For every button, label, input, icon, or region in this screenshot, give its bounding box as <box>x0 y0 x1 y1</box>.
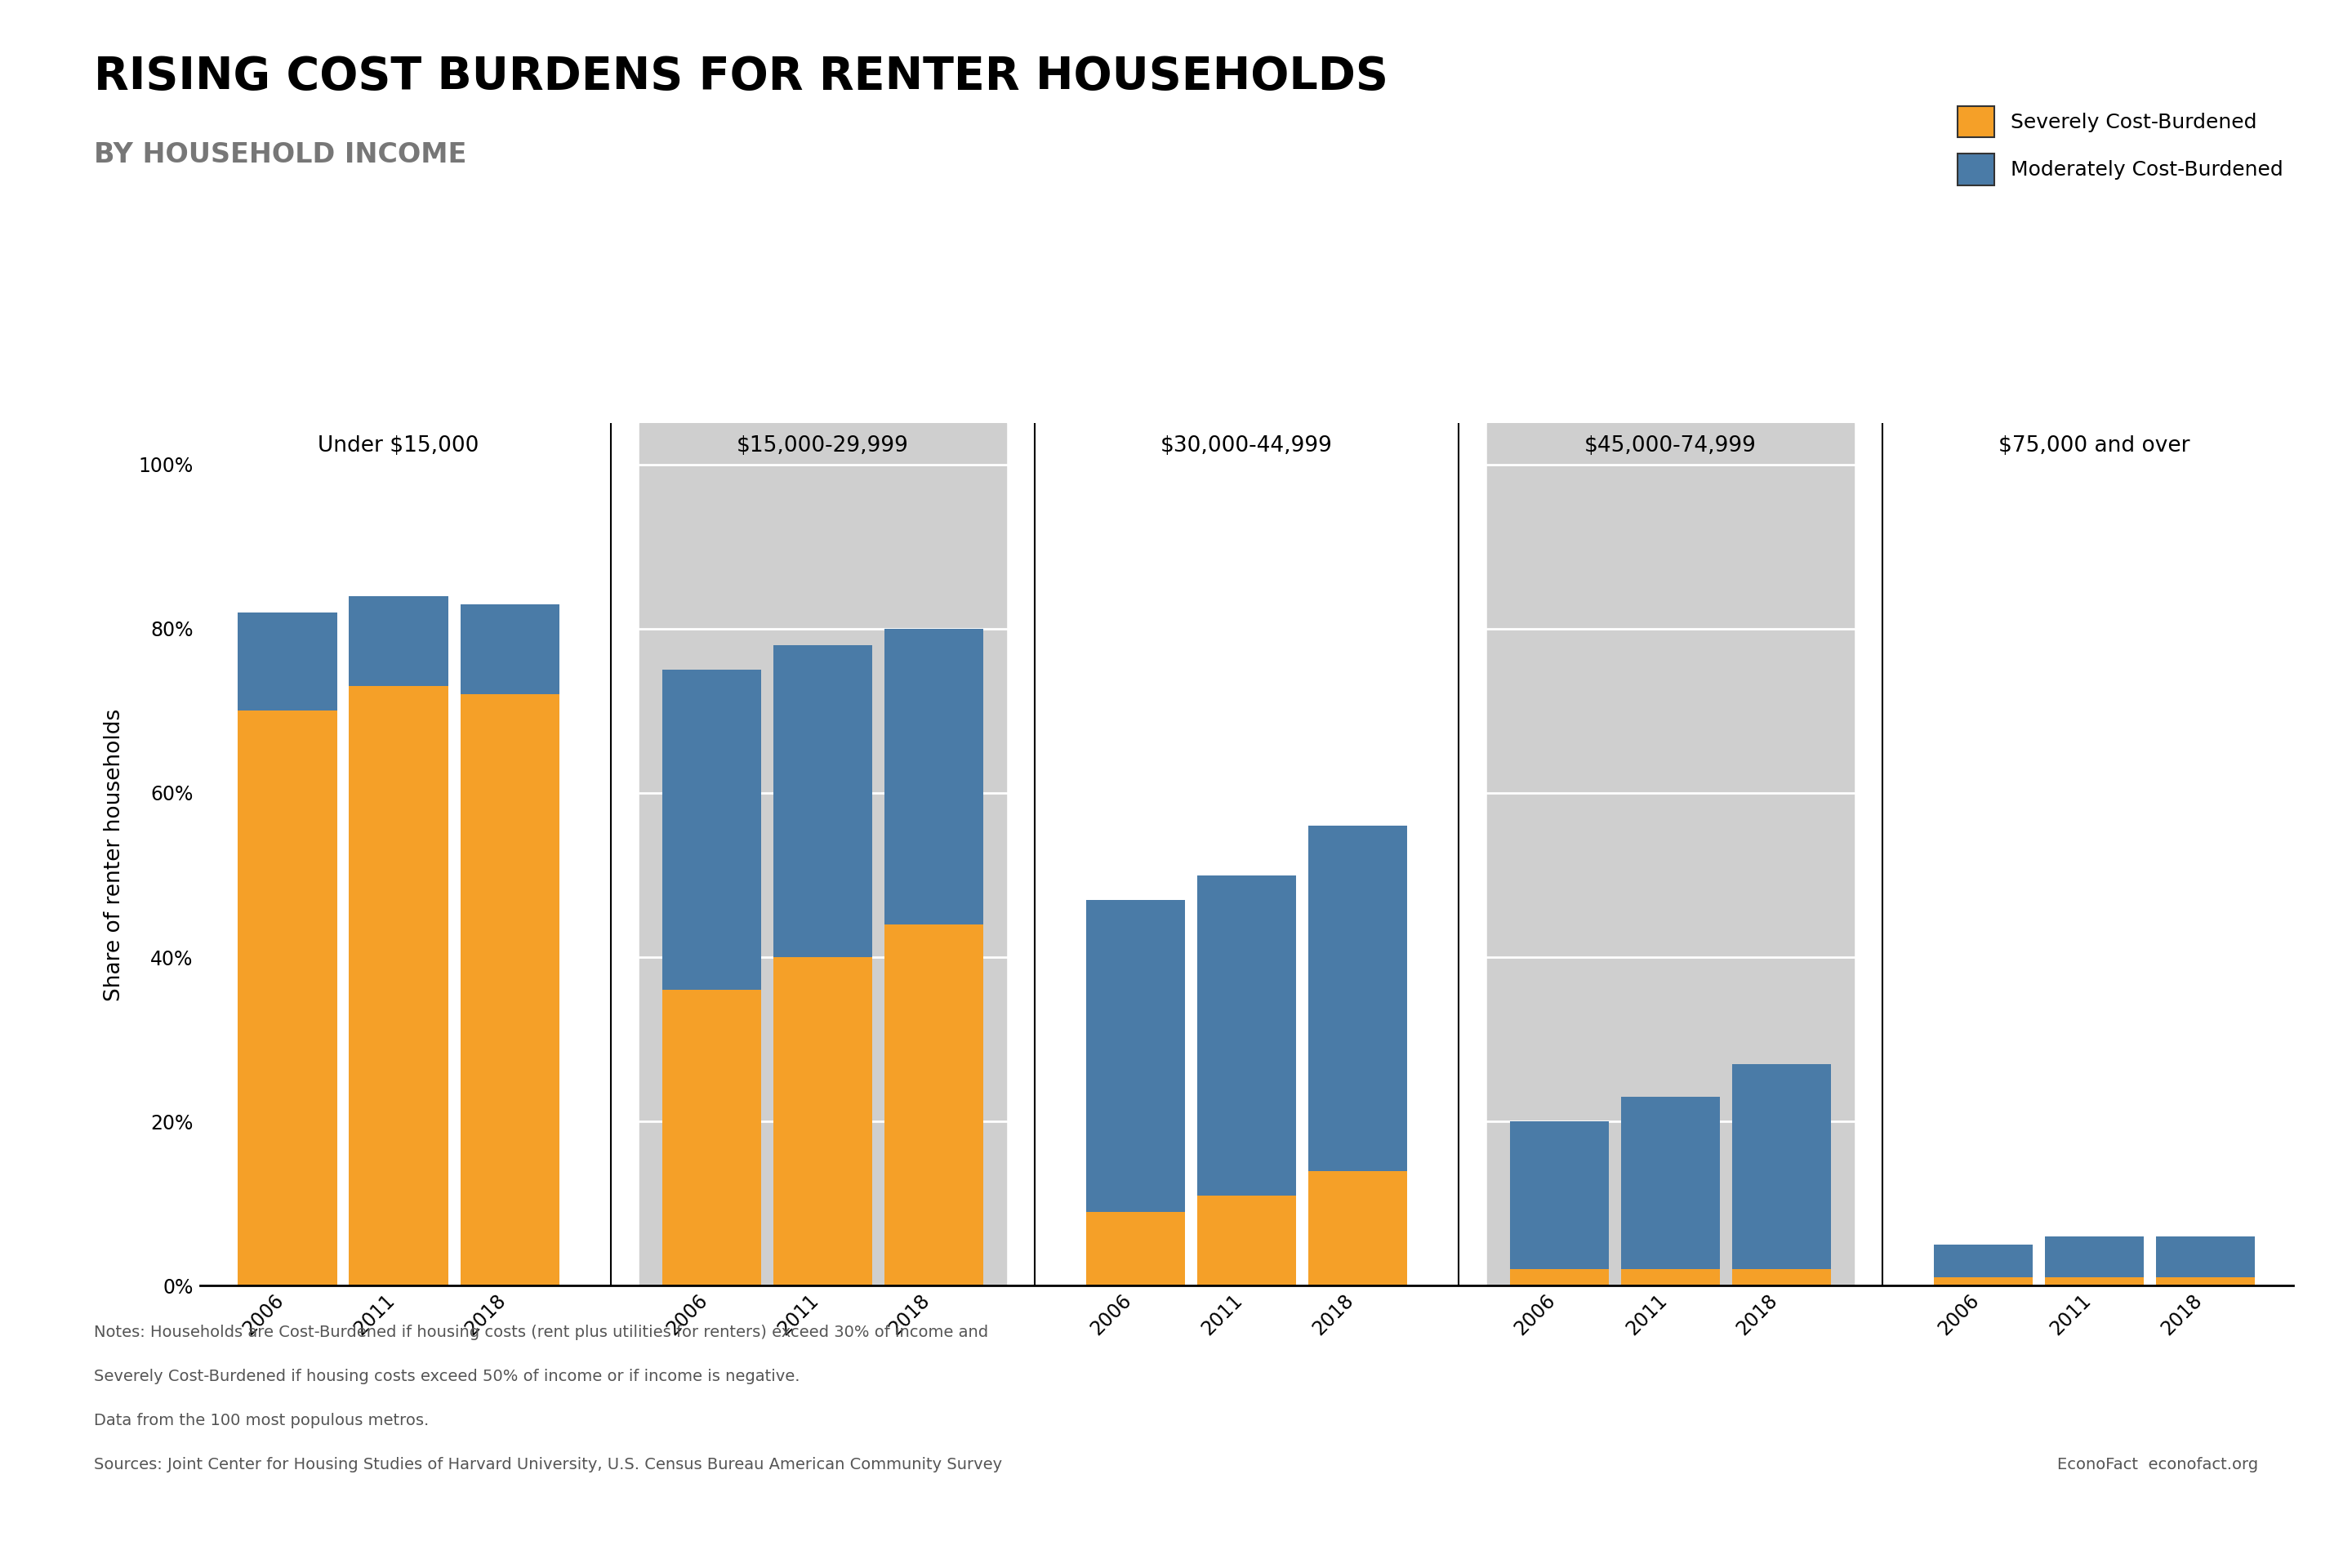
Bar <box>1731 1065 1832 1270</box>
Bar <box>884 925 983 1286</box>
Text: Severely Cost-Burdened if housing costs exceed 50% of income or if income is neg: Severely Cost-Burdened if housing costs … <box>94 1369 800 1385</box>
Bar <box>1933 1245 2032 1278</box>
Bar <box>1308 1171 1406 1286</box>
Y-axis label: Share of renter households: Share of renter households <box>103 709 125 1000</box>
Bar <box>2157 1278 2256 1286</box>
Bar <box>348 596 449 687</box>
Bar <box>2157 1237 2256 1278</box>
Bar <box>1308 826 1406 1171</box>
Text: $30,000-44,999: $30,000-44,999 <box>1160 434 1334 456</box>
Bar <box>2044 1237 2145 1278</box>
Bar <box>1087 900 1185 1212</box>
Bar <box>661 670 762 989</box>
Bar <box>1510 1270 1609 1286</box>
Legend: Severely Cost-Burdened, Moderately Cost-Burdened: Severely Cost-Burdened, Moderately Cost-… <box>1957 107 2284 185</box>
Text: Data from the 100 most populous metros.: Data from the 100 most populous metros. <box>94 1413 428 1428</box>
Bar <box>774 956 873 1286</box>
Bar <box>238 612 336 710</box>
Bar <box>1197 1195 1296 1286</box>
Text: EconoFact  econofact.org: EconoFact econofact.org <box>2058 1457 2258 1472</box>
Text: RISING COST BURDENS FOR RENTER HOUSEHOLDS: RISING COST BURDENS FOR RENTER HOUSEHOLD… <box>94 55 1388 99</box>
Bar <box>1510 1121 1609 1270</box>
Bar <box>640 423 1007 1286</box>
Bar <box>238 710 336 1286</box>
Bar <box>461 695 560 1286</box>
Bar <box>1933 1278 2032 1286</box>
Bar <box>1621 1098 1719 1270</box>
Bar <box>348 687 449 1286</box>
Text: Notes: Households are Cost-Burdened if housing costs (rent plus utilities for re: Notes: Households are Cost-Burdened if h… <box>94 1325 988 1341</box>
Bar <box>1087 1212 1185 1286</box>
Text: Sources: Joint Center for Housing Studies of Harvard University, U.S. Census Bur: Sources: Joint Center for Housing Studie… <box>94 1457 1002 1472</box>
Text: $75,000 and over: $75,000 and over <box>1999 434 2190 456</box>
Bar <box>1197 875 1296 1195</box>
Bar <box>2044 1278 2145 1286</box>
Bar <box>1621 1270 1719 1286</box>
Text: BY HOUSEHOLD INCOME: BY HOUSEHOLD INCOME <box>94 141 466 168</box>
Text: $45,000-74,999: $45,000-74,999 <box>1585 434 1757 456</box>
Text: $15,000-29,999: $15,000-29,999 <box>736 434 908 456</box>
Bar <box>884 629 983 925</box>
Text: Under $15,000: Under $15,000 <box>318 434 480 456</box>
Bar <box>1731 1270 1832 1286</box>
Bar <box>1486 423 1853 1286</box>
Bar <box>774 644 873 956</box>
Bar <box>461 604 560 695</box>
Bar <box>661 989 762 1286</box>
